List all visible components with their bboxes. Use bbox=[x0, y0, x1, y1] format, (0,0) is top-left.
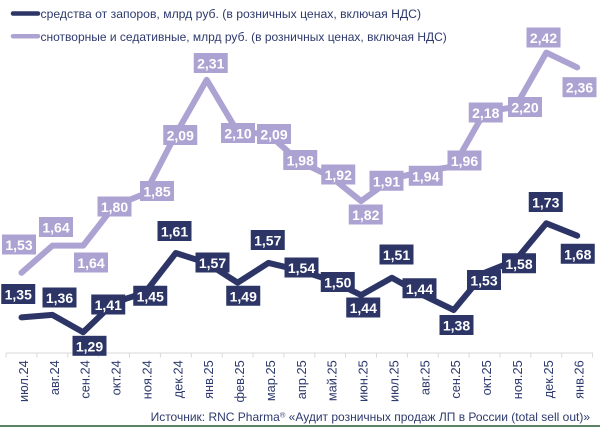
svg-text:июл.25: июл.25 bbox=[386, 360, 401, 402]
svg-text:1,94: 1,94 bbox=[412, 168, 439, 184]
svg-text:окт.25: окт.25 bbox=[479, 360, 494, 395]
svg-text:2,31: 2,31 bbox=[197, 56, 224, 72]
svg-text:дек.24: дек.24 bbox=[170, 360, 185, 398]
svg-text:1,45: 1,45 bbox=[137, 288, 164, 304]
svg-text:ноя.25: ноя.25 bbox=[510, 360, 525, 399]
svg-text:1,61: 1,61 bbox=[161, 224, 188, 240]
svg-text:июн.25: июн.25 bbox=[356, 360, 371, 402]
svg-text:1,85: 1,85 bbox=[143, 184, 170, 200]
svg-text:1,96: 1,96 bbox=[451, 153, 478, 169]
svg-text:2,20: 2,20 bbox=[511, 100, 538, 116]
svg-text:1,41: 1,41 bbox=[95, 297, 122, 313]
svg-text:1,51: 1,51 bbox=[383, 247, 410, 263]
svg-text:2,09: 2,09 bbox=[260, 127, 287, 143]
svg-text:средства от запоров, млрд руб.: средства от запоров, млрд руб. (в рознич… bbox=[41, 7, 422, 21]
svg-text:авг.24: авг.24 bbox=[47, 360, 62, 395]
svg-text:1,57: 1,57 bbox=[254, 233, 281, 249]
svg-text:июл.24: июл.24 bbox=[16, 360, 31, 402]
svg-text:1,44: 1,44 bbox=[350, 300, 377, 316]
svg-text:1,68: 1,68 bbox=[564, 246, 591, 262]
svg-text:1,64: 1,64 bbox=[42, 220, 69, 236]
svg-text:сен.25: сен.25 bbox=[448, 360, 463, 398]
svg-text:Источник: RNC Pharma® «Аудит р: Источник: RNC Pharma® «Аудит розничных п… bbox=[151, 410, 591, 424]
svg-text:2,42: 2,42 bbox=[530, 30, 557, 46]
svg-text:1,53: 1,53 bbox=[5, 237, 32, 253]
svg-text:1,50: 1,50 bbox=[324, 275, 351, 291]
svg-text:1,44: 1,44 bbox=[406, 281, 433, 297]
svg-text:1,29: 1,29 bbox=[76, 338, 103, 354]
svg-text:1,82: 1,82 bbox=[352, 207, 379, 223]
svg-text:1,53: 1,53 bbox=[470, 273, 497, 289]
svg-text:1,73: 1,73 bbox=[532, 195, 559, 211]
svg-text:1,92: 1,92 bbox=[325, 167, 352, 183]
svg-text:дек.25: дек.25 bbox=[541, 360, 556, 398]
svg-text:1,38: 1,38 bbox=[443, 318, 470, 334]
svg-text:янв.25: янв.25 bbox=[201, 360, 216, 399]
svg-text:1,57: 1,57 bbox=[199, 255, 226, 271]
svg-text:1,91: 1,91 bbox=[373, 173, 400, 189]
svg-text:2,09: 2,09 bbox=[167, 128, 194, 144]
svg-text:2,36: 2,36 bbox=[566, 80, 593, 96]
svg-text:1,98: 1,98 bbox=[287, 153, 314, 169]
svg-text:2,18: 2,18 bbox=[472, 105, 499, 121]
svg-text:1,54: 1,54 bbox=[288, 260, 315, 276]
svg-text:1,58: 1,58 bbox=[505, 256, 532, 272]
svg-text:мар.25: мар.25 bbox=[263, 360, 278, 401]
svg-text:снотворные и седативные, млрд: снотворные и седативные, млрд руб. (в ро… bbox=[41, 30, 447, 44]
svg-text:1,35: 1,35 bbox=[5, 287, 32, 303]
svg-text:ноя.24: ноя.24 bbox=[140, 360, 155, 399]
svg-text:1,80: 1,80 bbox=[101, 199, 128, 215]
svg-text:май.25: май.25 bbox=[325, 360, 340, 401]
svg-text:1,64: 1,64 bbox=[77, 255, 104, 271]
svg-text:фев.25: фев.25 bbox=[232, 360, 247, 402]
svg-text:янв.26: янв.26 bbox=[572, 360, 587, 399]
svg-text:1,36: 1,36 bbox=[46, 290, 73, 306]
svg-text:сен.24: сен.24 bbox=[78, 360, 93, 398]
svg-text:1,49: 1,49 bbox=[230, 288, 257, 304]
svg-text:2,10: 2,10 bbox=[224, 126, 251, 142]
svg-text:окт.24: окт.24 bbox=[109, 360, 124, 395]
svg-text:апр.25: апр.25 bbox=[294, 360, 309, 399]
svg-text:авг.25: авг.25 bbox=[417, 360, 432, 395]
